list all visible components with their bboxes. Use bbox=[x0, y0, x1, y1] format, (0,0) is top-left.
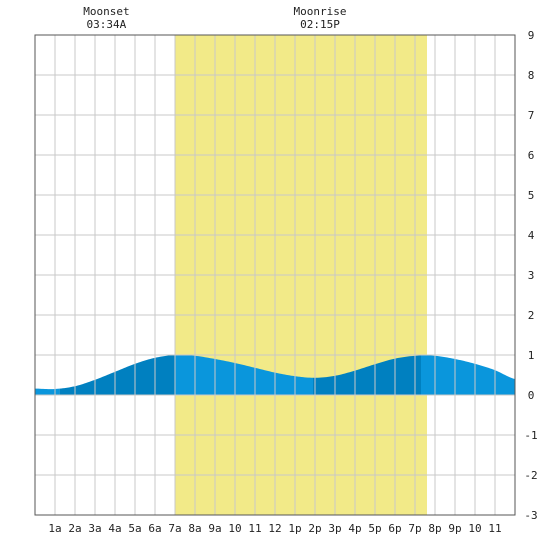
tide-area-segment bbox=[175, 354, 313, 395]
x-tick-label: 2p bbox=[308, 522, 321, 535]
x-tick-label: 8p bbox=[428, 522, 441, 535]
x-tick-label: 5a bbox=[128, 522, 141, 535]
x-tick-label: 11 bbox=[488, 522, 501, 535]
x-tick-label: 4p bbox=[348, 522, 361, 535]
grid-layer bbox=[35, 35, 515, 515]
moon-event-label: Moonset bbox=[83, 5, 129, 18]
moon-event-time: 03:34A bbox=[87, 18, 127, 31]
plot-frame bbox=[34, 34, 516, 516]
x-tick-label: 8a bbox=[188, 522, 201, 535]
x-tick-label: 4a bbox=[108, 522, 121, 535]
tide-area-segment bbox=[59, 355, 175, 395]
y-tick-label: 2 bbox=[528, 309, 535, 322]
y-tick-label: 9 bbox=[528, 29, 535, 42]
y-tick-label: 6 bbox=[528, 149, 535, 162]
x-tick-label: 3a bbox=[88, 522, 101, 535]
x-tick-label: 10 bbox=[468, 522, 481, 535]
x-tick-label: 9p bbox=[448, 522, 461, 535]
y-tick-labels: 9 8 7 6 5 4 3 2 1 0 -1 -2 -3 bbox=[524, 29, 537, 522]
x-tick-label: 9a bbox=[208, 522, 221, 535]
x-tick-labels: 1a 2a 3a 4a 5a 6a 7a 8a 9a 10 11 12 1p 2p 3p 4p 5p 6p 7p 8p… bbox=[48, 522, 501, 535]
x-tick-label: 11 bbox=[248, 522, 261, 535]
tide-area-segment bbox=[421, 355, 515, 395]
tide-area-layer bbox=[35, 354, 515, 395]
x-tick-label: 12 bbox=[268, 522, 281, 535]
y-tick-label: 5 bbox=[528, 189, 535, 202]
x-tick-label: 6p bbox=[388, 522, 401, 535]
x-tick-label: 2a bbox=[68, 522, 81, 535]
y-tick-label: 0 bbox=[528, 389, 535, 402]
x-tick-label: 7a bbox=[168, 522, 181, 535]
y-tick-label: -1 bbox=[524, 429, 537, 442]
x-tick-label: 3p bbox=[328, 522, 341, 535]
x-tick-label: 1a bbox=[48, 522, 61, 535]
x-tick-label: 6a bbox=[148, 522, 161, 535]
y-tick-label: 7 bbox=[528, 109, 535, 122]
y-tick-label: -2 bbox=[524, 469, 537, 482]
x-tick-label: 5p bbox=[368, 522, 381, 535]
tide-area-segment bbox=[35, 388, 60, 395]
y-tick-label: 4 bbox=[528, 229, 535, 242]
y-tick-label: 1 bbox=[528, 349, 535, 362]
tide-area-segment bbox=[313, 355, 421, 395]
moon-event-time: 02:15P bbox=[300, 18, 340, 31]
y-tick-label: -3 bbox=[524, 509, 537, 522]
x-tick-label: 7p bbox=[408, 522, 421, 535]
y-tick-label: 8 bbox=[528, 69, 535, 82]
moon-event-label: Moonrise bbox=[294, 5, 347, 18]
x-tick-label: 10 bbox=[228, 522, 241, 535]
y-tick-label: 3 bbox=[528, 269, 535, 282]
x-tick-label: 1p bbox=[288, 522, 301, 535]
